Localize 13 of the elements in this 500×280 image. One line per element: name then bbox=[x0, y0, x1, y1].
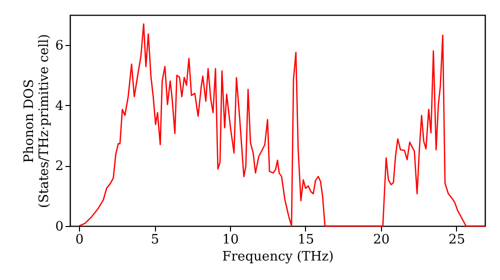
x-tick-label: 15 bbox=[298, 232, 314, 248]
y-tick-label: 4 bbox=[55, 98, 64, 114]
x-tick-label: 5 bbox=[150, 232, 160, 248]
y-tick-label: 2 bbox=[55, 159, 64, 174]
x-tick-label: 10 bbox=[222, 232, 239, 248]
y-tick-label: 0 bbox=[55, 220, 64, 234]
x-tick-label: 0 bbox=[75, 232, 84, 248]
x-axis-title: Frequency (THz) bbox=[222, 250, 334, 264]
line-series bbox=[78, 23, 486, 227]
y-tick-label: 6 bbox=[55, 38, 64, 54]
y-axis-title: Phonon DOS (States/THz·primitive cell) bbox=[22, 34, 52, 208]
x-tick-label: 25 bbox=[448, 232, 466, 248]
x-tick-label: 20 bbox=[373, 232, 390, 248]
